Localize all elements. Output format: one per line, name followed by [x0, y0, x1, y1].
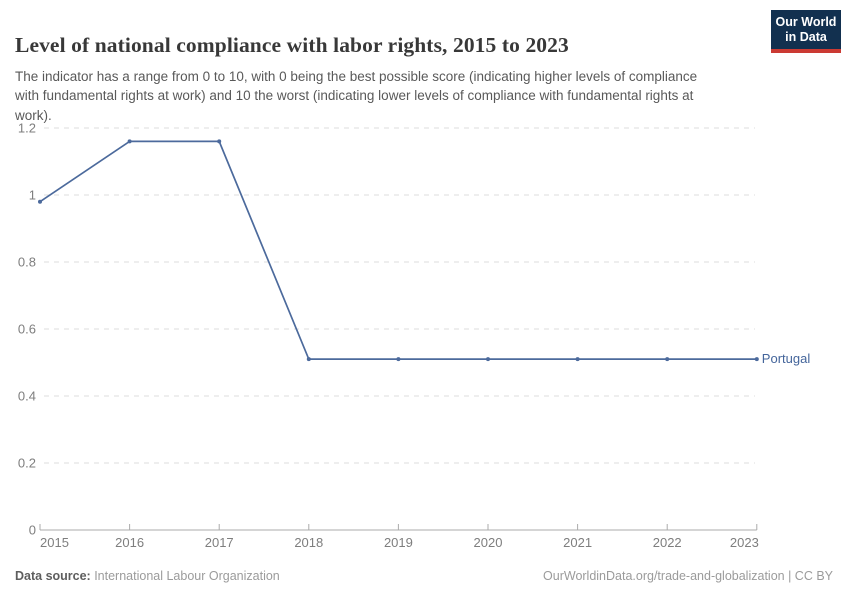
data-point [486, 357, 490, 362]
x-tick-label: 2020 [474, 535, 503, 550]
y-tick-label: 0.2 [18, 456, 36, 471]
credit-link[interactable]: OurWorldinData.org/trade-and-globalizati… [543, 569, 833, 583]
data-point [396, 357, 401, 362]
x-tick-label: 2021 [563, 535, 592, 550]
data-point [665, 357, 670, 362]
data-point [217, 139, 222, 144]
x-tick-label: 2016 [115, 535, 144, 550]
owid-logo-line1: Our World [775, 15, 837, 29]
data-source: Data source: International Labour Organi… [15, 569, 280, 583]
chart-subtitle: The indicator has a range from 0 to 10, … [15, 68, 698, 123]
y-tick-label: 0 [29, 523, 36, 538]
x-tick-label: 2017 [205, 535, 234, 550]
y-tick-label: 0.4 [18, 389, 36, 404]
x-tick-label: 2018 [294, 535, 323, 550]
x-tick-label: 2015 [40, 535, 69, 550]
data-point [127, 139, 132, 144]
y-tick-label: 1.2 [18, 121, 36, 136]
y-tick-label: 1 [29, 188, 36, 203]
data-point [306, 357, 311, 362]
y-tick-label: 0.8 [18, 255, 36, 270]
x-tick-label: 2019 [384, 535, 413, 550]
series-line-portugal [39, 140, 757, 360]
chart-footer: Data source: International Labour Organi… [15, 569, 833, 583]
data-point [38, 199, 42, 204]
data-source-value: International Labour Organization [90, 569, 280, 583]
series-end-label: Portugal [762, 351, 811, 366]
y-tick-label: 0.6 [18, 322, 36, 337]
x-tick-label: 2022 [653, 535, 682, 550]
owid-logo-line2: in Data [785, 30, 827, 44]
x-tick-label: 2023 [730, 535, 759, 550]
data-point [754, 357, 759, 362]
data-point [575, 357, 580, 362]
data-source-label: Data source: [15, 569, 91, 583]
owid-logo[interactable]: Our World in Data [771, 10, 841, 53]
chart-title: Level of national compliance with labor … [15, 33, 569, 58]
